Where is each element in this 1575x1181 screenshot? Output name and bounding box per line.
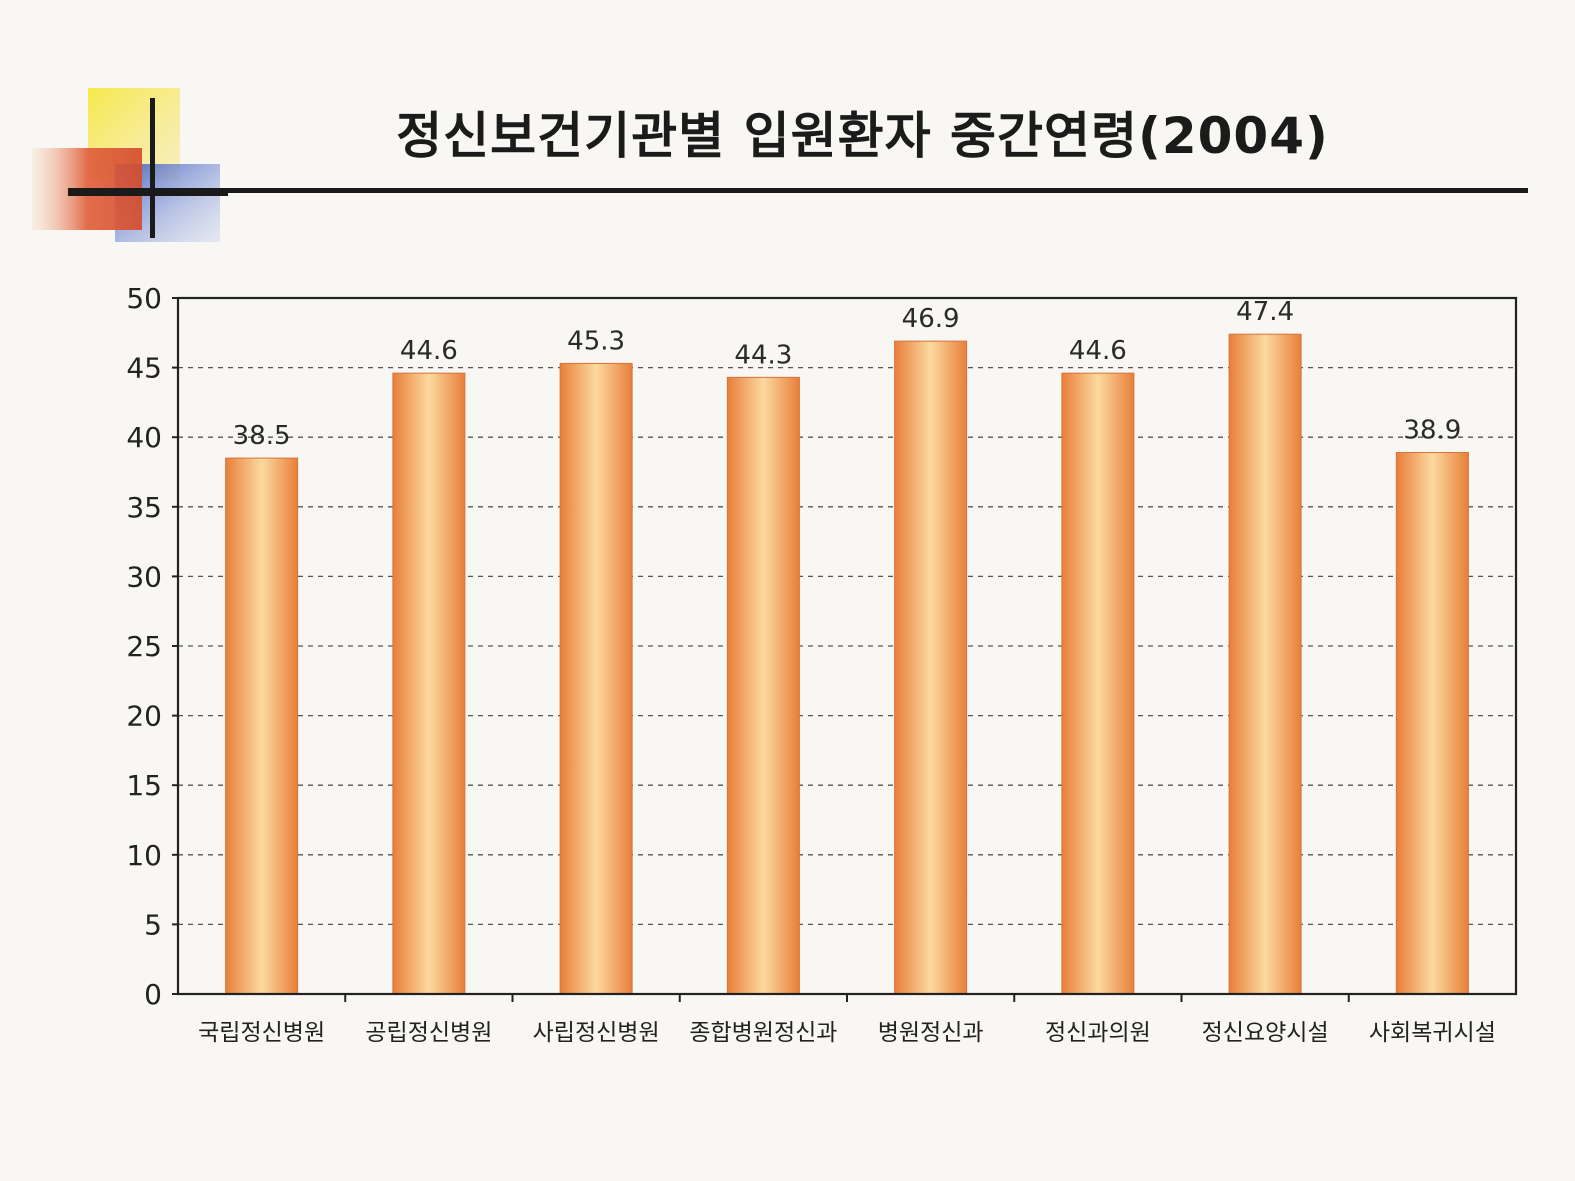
x-tick-label: 사회복귀시설 <box>1369 1020 1496 1046</box>
y-tick-label: 0 <box>144 978 162 1011</box>
x-tick-label: 국립정신병원 <box>198 1020 325 1046</box>
value-label: 45.3 <box>567 326 625 356</box>
y-tick-label: 20 <box>126 700 162 733</box>
plot-frame <box>176 296 1518 996</box>
bar-3 <box>559 362 633 995</box>
bar-8 <box>1395 452 1469 995</box>
y-tick-label: 45 <box>126 352 162 385</box>
y-tick-labels: 0 5 10 15 20 25 30 35 40 45 50 <box>126 282 162 1011</box>
value-label: 38.9 <box>1403 416 1461 446</box>
y-tick-label: 40 <box>126 421 162 454</box>
value-labels: 38.5 44.6 45.3 44.3 46.9 44.6 47.4 38.9 <box>233 297 1462 451</box>
bar-4 <box>726 376 800 995</box>
y-tick-label: 5 <box>144 908 162 941</box>
x-tick-label: 정신요양시설 <box>1202 1020 1329 1046</box>
bar-7 <box>1228 333 1302 995</box>
bar-2 <box>392 372 466 995</box>
title-underline <box>68 188 1528 193</box>
y-tick-label: 35 <box>126 491 162 524</box>
value-label: 38.5 <box>233 421 291 451</box>
x-tick-label: 사립정신병원 <box>533 1020 660 1046</box>
bar-6 <box>1061 372 1135 995</box>
y-tick-label: 30 <box>126 560 162 593</box>
axes <box>172 296 1518 1002</box>
value-label: 44.3 <box>734 340 792 370</box>
value-label: 47.4 <box>1236 297 1294 327</box>
y-tick-label: 10 <box>126 839 162 872</box>
gridlines <box>178 366 1516 926</box>
bar-5 <box>894 340 968 995</box>
y-tick-label: 50 <box>126 282 162 315</box>
x-tick-label: 정신과의원 <box>1045 1020 1151 1046</box>
x-tick-label: 공립정신병원 <box>365 1020 492 1046</box>
x-tick-label: 병원정신과 <box>878 1020 984 1046</box>
value-label: 44.6 <box>1069 336 1127 366</box>
y-tick-label: 25 <box>126 630 162 663</box>
x-tick-label: 종합병원정신과 <box>689 1020 837 1046</box>
chart-title: 정신보건기관별 입원환자 중간연령(2004) <box>396 107 1329 165</box>
bar-1 <box>225 457 299 995</box>
y-tick-label: 15 <box>126 769 162 802</box>
x-tick-labels: 국립정신병원 공립정신병원 사립정신병원 종합병원정신과 병원정신과 정신과의원 정신요양시… <box>198 1020 1496 1046</box>
value-label: 44.6 <box>400 336 458 366</box>
bars <box>225 333 1469 995</box>
value-label: 46.9 <box>902 304 960 334</box>
